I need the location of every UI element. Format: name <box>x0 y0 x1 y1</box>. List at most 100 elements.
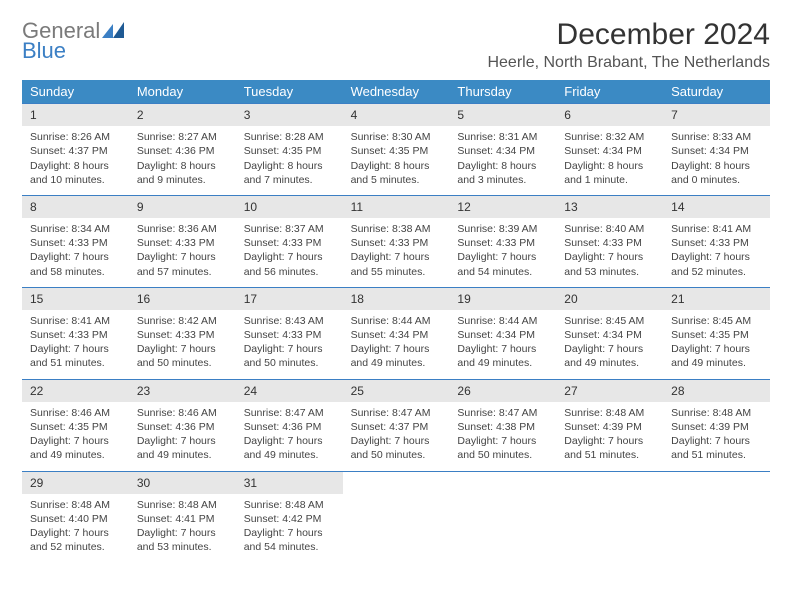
sunset-line: Sunset: 4:35 PM <box>30 420 121 434</box>
weekday-cell: Friday <box>556 80 663 103</box>
daylight-line: Daylight: 7 hours and 51 minutes. <box>30 342 121 370</box>
sunrise-line: Sunrise: 8:37 AM <box>244 222 335 236</box>
day-body: Sunrise: 8:31 AMSunset: 4:34 PMDaylight:… <box>449 126 556 195</box>
day-number: 18 <box>343 288 450 310</box>
sunset-line: Sunset: 4:41 PM <box>137 512 228 526</box>
week-row: 1Sunrise: 8:26 AMSunset: 4:37 PMDaylight… <box>22 103 770 195</box>
day-number: 13 <box>556 196 663 218</box>
sunrise-line: Sunrise: 8:48 AM <box>671 406 762 420</box>
day-number: 29 <box>22 472 129 494</box>
day-cell: 13 Sunrise: 8:40 AMSunset: 4:33 PMDayligh… <box>556 196 663 287</box>
day-body: Sunrise: 8:46 AMSunset: 4:35 PMDaylight:… <box>22 402 129 471</box>
day-number: 4 <box>343 104 450 126</box>
day-body: Sunrise: 8:37 AMSunset: 4:33 PMDaylight:… <box>236 218 343 287</box>
sunrise-line: Sunrise: 8:47 AM <box>457 406 548 420</box>
daylight-line: Daylight: 7 hours and 49 minutes. <box>351 342 442 370</box>
day-cell: 17Sunrise: 8:43 AMSunset: 4:33 PMDayligh… <box>236 288 343 379</box>
day-body: Sunrise: 8:42 AMSunset: 4:33 PMDaylight:… <box>129 310 236 379</box>
logo-icon <box>102 25 124 42</box>
day-body: Sunrise: 8:34 AMSunset: 4:33 PMDaylight:… <box>22 218 129 287</box>
day-cell: 31Sunrise: 8:48 AMSunset: 4:42 PMDayligh… <box>236 472 343 563</box>
day-body: Sunrise: 8:39 AMSunset: 4:33 PMDaylight:… <box>449 218 556 287</box>
day-cell: 18Sunrise: 8:44 AMSunset: 4:34 PMDayligh… <box>343 288 450 379</box>
day-body: Sunrise: 8:48 AMSunset: 4:39 PMDaylight:… <box>663 402 770 471</box>
day-cell <box>343 472 450 563</box>
sunset-line: Sunset: 4:35 PM <box>244 144 335 158</box>
day-cell: 30Sunrise: 8:48 AMSunset: 4:41 PMDayligh… <box>129 472 236 563</box>
sunrise-line: Sunrise: 8:48 AM <box>30 498 121 512</box>
day-body: Sunrise: 8:48 AMSunset: 4:41 PMDaylight:… <box>129 494 236 563</box>
sunrise-line: Sunrise: 8:47 AM <box>244 406 335 420</box>
weekday-row: SundayMondayTuesdayWednesdayThursdayFrid… <box>22 80 770 103</box>
sunrise-line: Sunrise: 8:45 AM <box>671 314 762 328</box>
day-body: Sunrise: 8:45 AMSunset: 4:35 PMDaylight:… <box>663 310 770 379</box>
daylight-line: Daylight: 7 hours and 49 minutes. <box>457 342 548 370</box>
daylight-line: Daylight: 8 hours and 1 minute. <box>564 159 655 187</box>
header: General Blue December 2024 Heerle, North… <box>22 18 770 72</box>
day-cell: 16Sunrise: 8:42 AMSunset: 4:33 PMDayligh… <box>129 288 236 379</box>
sunset-line: Sunset: 4:34 PM <box>351 328 442 342</box>
sunset-line: Sunset: 4:36 PM <box>137 144 228 158</box>
day-number: 2 <box>129 104 236 126</box>
sunrise-line: Sunrise: 8:46 AM <box>30 406 121 420</box>
weeks-container: 1Sunrise: 8:26 AMSunset: 4:37 PMDaylight… <box>22 103 770 562</box>
sunset-line: Sunset: 4:34 PM <box>457 144 548 158</box>
daylight-line: Daylight: 8 hours and 3 minutes. <box>457 159 548 187</box>
daylight-line: Daylight: 7 hours and 54 minutes. <box>457 250 548 278</box>
day-number: 24 <box>236 380 343 402</box>
daylight-line: Daylight: 8 hours and 0 minutes. <box>671 159 762 187</box>
day-cell: 8Sunrise: 8:34 AMSunset: 4:33 PMDaylight… <box>22 196 129 287</box>
sunset-line: Sunset: 4:33 PM <box>137 236 228 250</box>
day-number: 30 <box>129 472 236 494</box>
daylight-line: Daylight: 7 hours and 50 minutes. <box>457 434 548 462</box>
day-number: 7 <box>663 104 770 126</box>
sunrise-line: Sunrise: 8:41 AM <box>30 314 121 328</box>
day-body: Sunrise: 8:47 AMSunset: 4:36 PMDaylight:… <box>236 402 343 471</box>
day-cell: 19Sunrise: 8:44 AMSunset: 4:34 PMDayligh… <box>449 288 556 379</box>
day-body: Sunrise: 8:48 AMSunset: 4:39 PMDaylight:… <box>556 402 663 471</box>
sunset-line: Sunset: 4:36 PM <box>244 420 335 434</box>
weekday-cell: Monday <box>129 80 236 103</box>
day-cell: 12Sunrise: 8:39 AMSunset: 4:33 PMDayligh… <box>449 196 556 287</box>
day-cell: 22Sunrise: 8:46 AMSunset: 4:35 PMDayligh… <box>22 380 129 471</box>
day-number: 21 <box>663 288 770 310</box>
month-title: December 2024 <box>487 18 770 52</box>
daylight-line: Daylight: 7 hours and 57 minutes. <box>137 250 228 278</box>
sunrise-line: Sunrise: 8:30 AM <box>351 130 442 144</box>
day-number: 9 <box>129 196 236 218</box>
sunset-line: Sunset: 4:37 PM <box>351 420 442 434</box>
logo: General Blue <box>22 18 124 64</box>
sunset-line: Sunset: 4:37 PM <box>30 144 121 158</box>
day-cell <box>556 472 663 563</box>
daylight-line: Daylight: 7 hours and 55 minutes. <box>351 250 442 278</box>
weekday-cell: Wednesday <box>343 80 450 103</box>
sunrise-line: Sunrise: 8:41 AM <box>671 222 762 236</box>
sunset-line: Sunset: 4:36 PM <box>137 420 228 434</box>
sunrise-line: Sunrise: 8:48 AM <box>244 498 335 512</box>
daylight-line: Daylight: 8 hours and 5 minutes. <box>351 159 442 187</box>
sunrise-line: Sunrise: 8:46 AM <box>137 406 228 420</box>
sunrise-line: Sunrise: 8:40 AM <box>564 222 655 236</box>
daylight-line: Daylight: 7 hours and 53 minutes. <box>564 250 655 278</box>
day-number: 16 <box>129 288 236 310</box>
daylight-line: Daylight: 7 hours and 58 minutes. <box>30 250 121 278</box>
sunrise-line: Sunrise: 8:44 AM <box>351 314 442 328</box>
day-body: Sunrise: 8:26 AMSunset: 4:37 PMDaylight:… <box>22 126 129 195</box>
day-body: Sunrise: 8:44 AMSunset: 4:34 PMDaylight:… <box>343 310 450 379</box>
sunset-line: Sunset: 4:33 PM <box>351 236 442 250</box>
day-body: Sunrise: 8:45 AMSunset: 4:34 PMDaylight:… <box>556 310 663 379</box>
day-cell: 2Sunrise: 8:27 AMSunset: 4:36 PMDaylight… <box>129 104 236 195</box>
day-cell <box>449 472 556 563</box>
day-body: Sunrise: 8:48 AMSunset: 4:42 PMDaylight:… <box>236 494 343 563</box>
sunrise-line: Sunrise: 8:26 AM <box>30 130 121 144</box>
day-cell: 27Sunrise: 8:48 AMSunset: 4:39 PMDayligh… <box>556 380 663 471</box>
day-number: 27 <box>556 380 663 402</box>
day-body: Sunrise: 8:48 AMSunset: 4:40 PMDaylight:… <box>22 494 129 563</box>
sunset-line: Sunset: 4:34 PM <box>564 328 655 342</box>
day-number: 5 <box>449 104 556 126</box>
day-cell: 5Sunrise: 8:31 AMSunset: 4:34 PMDaylight… <box>449 104 556 195</box>
sunrise-line: Sunrise: 8:27 AM <box>137 130 228 144</box>
week-row: 22Sunrise: 8:46 AMSunset: 4:35 PMDayligh… <box>22 379 770 471</box>
sunset-line: Sunset: 4:33 PM <box>564 236 655 250</box>
day-body: Sunrise: 8:46 AMSunset: 4:36 PMDaylight:… <box>129 402 236 471</box>
